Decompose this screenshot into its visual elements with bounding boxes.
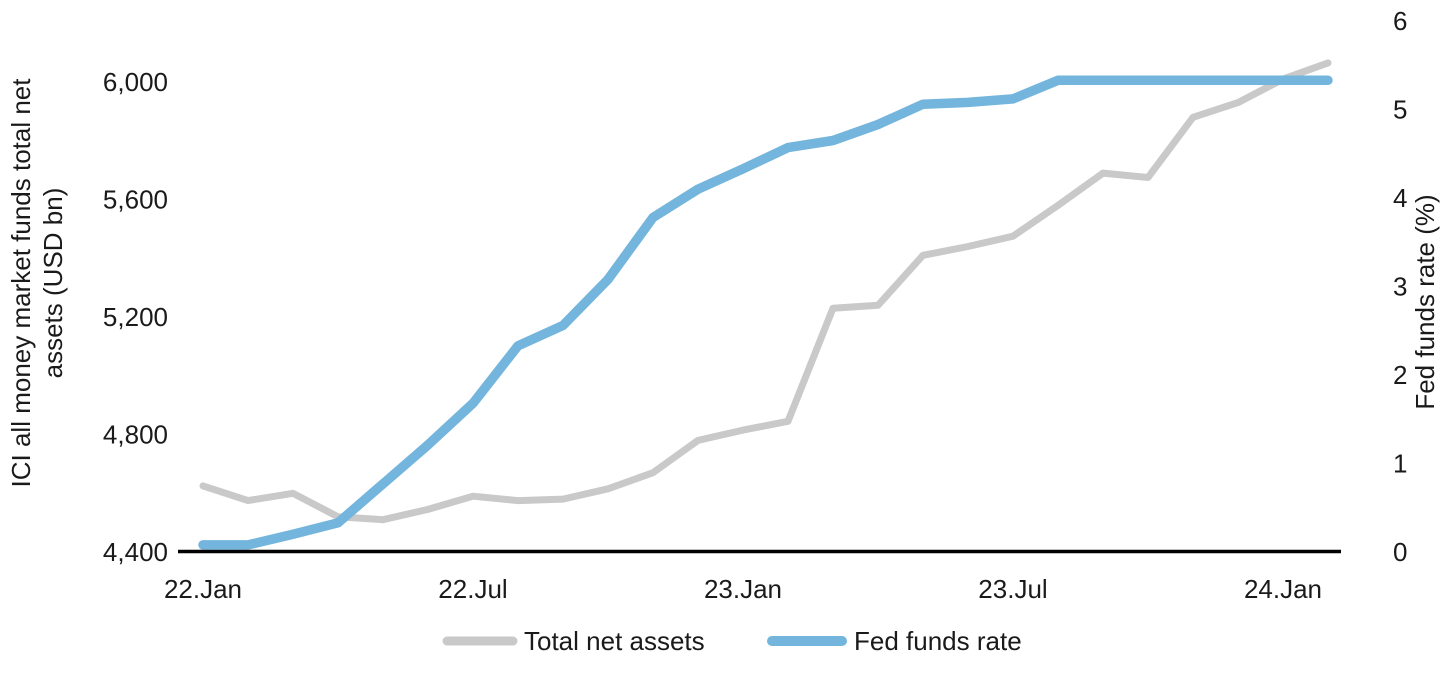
left-axis-title-line1: ICI all money market funds total net xyxy=(6,78,36,488)
left-axis-tick-label: 4,400 xyxy=(103,537,168,567)
left-axis-tick-label: 4,800 xyxy=(103,420,168,450)
series-lines xyxy=(198,59,1333,550)
x-axis-tick-label: 23.Jan xyxy=(704,574,782,604)
right-axis-tick-label: 1 xyxy=(1393,449,1407,479)
x-axis-tick-label: 22.Jul xyxy=(438,574,507,604)
right-axis-ticks: 6 5 4 3 2 1 0 xyxy=(1393,6,1407,567)
right-axis-tick-label: 3 xyxy=(1393,272,1407,302)
right-axis-tick-label: 6 xyxy=(1393,6,1407,36)
left-axis-tick-label: 6,000 xyxy=(103,67,168,97)
right-axis-tick-label: 2 xyxy=(1393,360,1407,390)
x-axis-tick-label: 22.Jan xyxy=(164,574,242,604)
legend-label-total-net-assets: Total net assets xyxy=(524,626,705,656)
left-axis-title-line2: assets (USD bn) xyxy=(38,188,68,379)
left-axis-tick-label: 5,200 xyxy=(103,302,168,332)
right-axis-tick-label: 5 xyxy=(1393,95,1407,125)
x-axis-ticks: 22.Jan 22.Jul 23.Jan 23.Jul 24.Jan xyxy=(164,574,1322,604)
left-axis-tick-label: 5,600 xyxy=(103,185,168,215)
left-axis-ticks: 6,000 5,600 5,200 4,800 4,400 xyxy=(103,67,168,567)
legend: Total net assets Fed funds rate xyxy=(442,626,1022,656)
right-axis-tick-label: 0 xyxy=(1393,537,1407,567)
x-axis-tick-label: 24.Jan xyxy=(1244,574,1322,604)
legend-label-fed-funds-rate: Fed funds rate xyxy=(854,626,1022,656)
right-axis-tick-label: 4 xyxy=(1393,183,1407,213)
series-line-total-net-assets xyxy=(199,59,1332,524)
right-axis-title: Fed funds rate (%) xyxy=(1410,194,1440,409)
x-axis-tick-label: 23.Jul xyxy=(978,574,1047,604)
series-line-fed-funds-rate xyxy=(198,75,1333,550)
